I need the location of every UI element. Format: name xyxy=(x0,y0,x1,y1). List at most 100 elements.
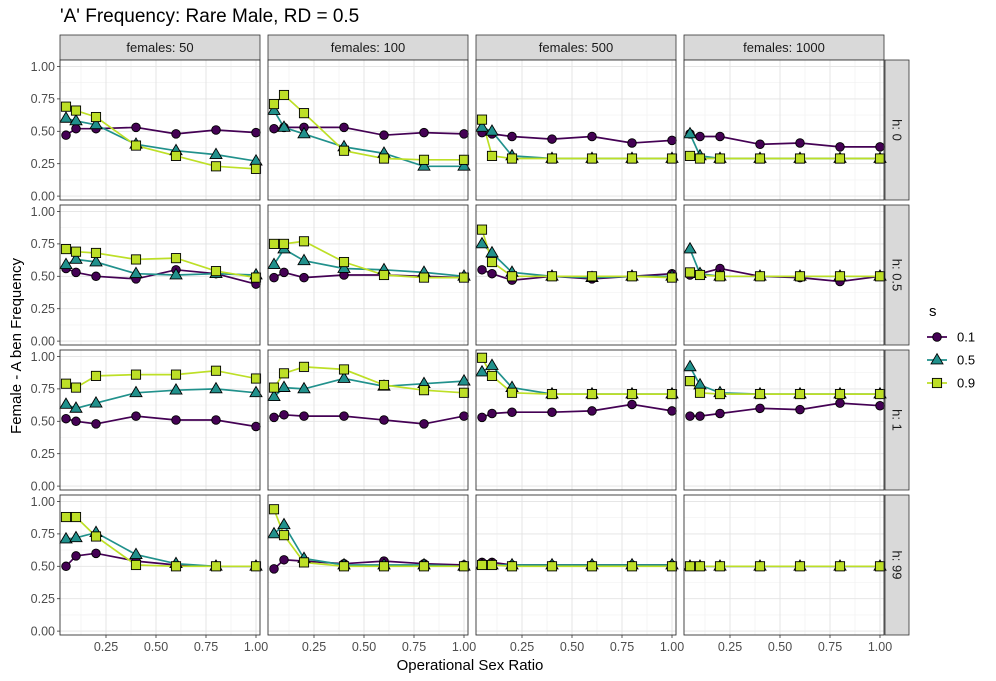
data-point xyxy=(476,559,488,571)
y-tick-label: 0.25 xyxy=(31,157,55,171)
data-point xyxy=(70,246,82,257)
data-point xyxy=(210,561,222,572)
data-point xyxy=(90,370,102,381)
panel-border xyxy=(683,204,885,346)
data-point xyxy=(419,127,429,138)
data-point xyxy=(694,153,706,164)
x-tick-label: 0.25 xyxy=(94,640,118,654)
panels-layer: females: 50 females: 100 females: 500 femal… xyxy=(31,34,910,654)
panel-background xyxy=(684,495,884,635)
data-point xyxy=(69,252,83,264)
data-point xyxy=(277,517,291,530)
data-point xyxy=(417,159,431,171)
data-point xyxy=(90,111,102,123)
data-point xyxy=(298,236,310,247)
data-point xyxy=(338,364,350,375)
x-tick-label: 1.00 xyxy=(868,640,892,654)
data-point xyxy=(210,161,222,172)
data-point xyxy=(794,561,806,572)
y-tick-label: 0.50 xyxy=(31,270,55,284)
data-point xyxy=(378,379,390,391)
y-tick-label: 0.00 xyxy=(31,334,55,348)
data-point xyxy=(754,389,766,400)
panel-background xyxy=(476,350,676,490)
chart-title: 'A' Frequency: Rare Male, RD = 0.5 xyxy=(60,6,359,27)
data-point xyxy=(250,163,262,174)
data-point xyxy=(418,272,430,283)
data-point xyxy=(715,408,725,419)
data-point xyxy=(299,272,309,283)
data-point xyxy=(60,378,72,389)
y-axis-title: Female - A ben Frequency xyxy=(8,258,25,434)
data-point xyxy=(834,389,846,400)
data-point xyxy=(130,140,142,151)
facet-panel xyxy=(59,204,263,346)
legend-key-marker xyxy=(932,332,942,342)
data-point xyxy=(210,266,222,277)
data-point xyxy=(378,269,390,281)
data-point xyxy=(694,269,706,281)
data-point xyxy=(475,364,489,377)
y-tick-label: 1.00 xyxy=(31,60,55,74)
facet-panel xyxy=(475,59,679,201)
data-point xyxy=(338,145,350,156)
x-tick-label: 1.00 xyxy=(244,640,268,654)
data-point xyxy=(458,561,470,572)
data-point xyxy=(209,381,223,394)
data-point xyxy=(834,271,846,282)
data-point xyxy=(486,370,498,381)
data-point xyxy=(211,415,221,425)
data-point xyxy=(338,561,350,572)
data-point xyxy=(754,153,766,164)
data-point xyxy=(506,561,518,572)
data-point xyxy=(695,131,705,142)
data-point xyxy=(279,267,289,278)
data-point xyxy=(586,271,598,282)
panel-background xyxy=(268,350,468,490)
data-point xyxy=(694,387,706,398)
y-tick-label: 0.75 xyxy=(31,382,55,396)
data-point xyxy=(69,113,83,126)
data-point xyxy=(874,561,886,572)
data-point xyxy=(71,416,81,427)
y-tick-label: 1.00 xyxy=(31,205,55,219)
data-point xyxy=(419,419,429,429)
x-tick-label: 0.75 xyxy=(194,640,218,654)
data-point xyxy=(459,129,469,139)
data-point xyxy=(338,256,350,268)
data-point xyxy=(627,138,637,148)
data-point xyxy=(129,547,143,559)
data-point xyxy=(71,123,81,134)
row-strip-label: h: 0.5 xyxy=(890,259,905,292)
data-point xyxy=(418,561,430,572)
y-tick-label: 1.00 xyxy=(31,495,55,509)
panel-background xyxy=(60,350,260,490)
data-point xyxy=(170,369,182,380)
panel-background xyxy=(268,60,468,200)
column-strip-label: females: 500 xyxy=(539,40,613,55)
panel-border xyxy=(683,59,885,201)
data-point xyxy=(875,400,885,411)
data-point xyxy=(169,267,183,280)
data-point xyxy=(379,130,389,140)
data-point xyxy=(171,415,181,425)
column-strip xyxy=(59,34,261,61)
y-tick-label: 0.50 xyxy=(31,560,55,574)
data-point xyxy=(458,272,470,283)
facet-panel xyxy=(475,204,679,346)
data-point xyxy=(587,131,597,142)
data-point xyxy=(131,411,141,421)
data-point xyxy=(794,389,806,400)
data-point xyxy=(250,272,262,283)
data-point xyxy=(59,111,73,123)
data-point xyxy=(267,389,281,402)
facet-panel xyxy=(683,204,887,346)
data-point xyxy=(251,127,261,138)
data-point xyxy=(486,256,498,268)
data-point xyxy=(298,108,310,119)
x-tick-label: 0.50 xyxy=(144,640,168,654)
data-point xyxy=(418,154,430,165)
data-point xyxy=(506,387,518,398)
data-point xyxy=(694,561,706,572)
